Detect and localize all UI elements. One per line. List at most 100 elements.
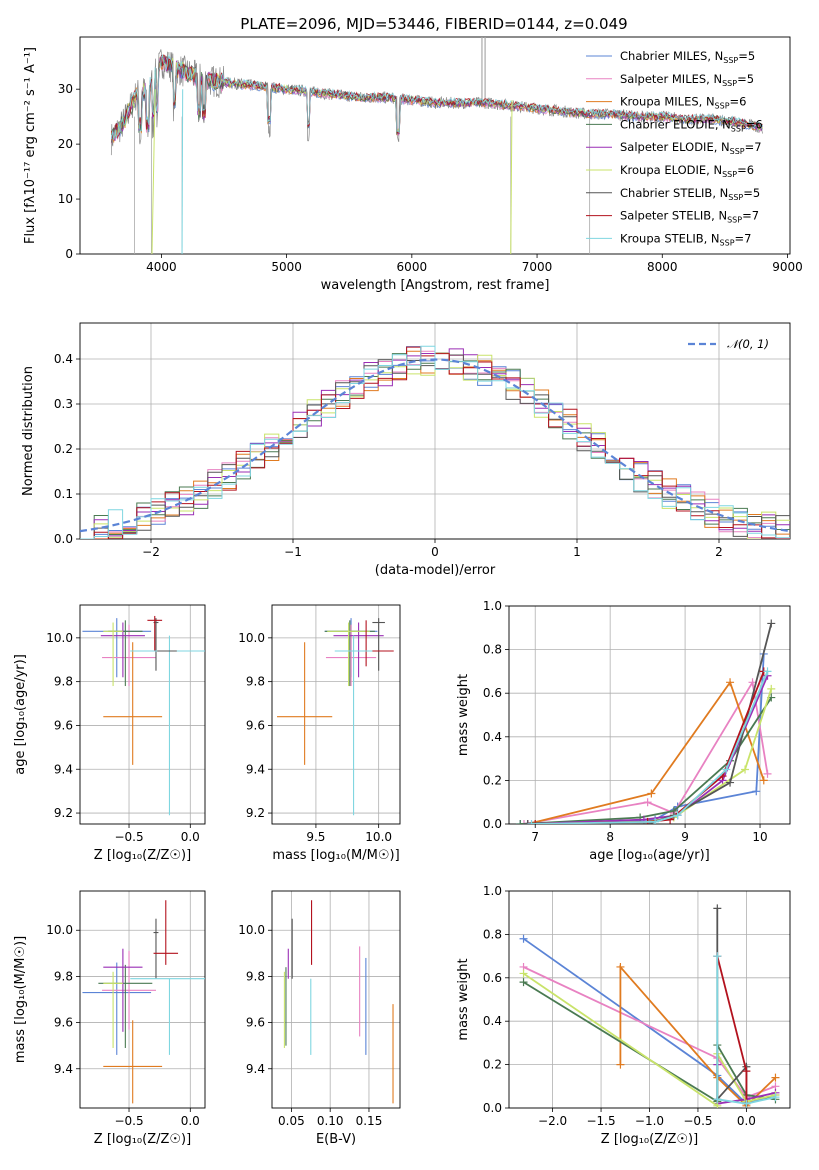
legend-label: Kroupa STELIB, NSSP=7 [620, 231, 751, 247]
axes-frame [79, 890, 206, 1109]
y-tick-label: 0.0 [483, 1101, 502, 1115]
legend-model-name: Chabrier ELODIE, N [620, 117, 731, 131]
mass-weight-marker [647, 789, 656, 798]
age-vs-mass-axes: 9.5 10.0 9.2 9.4 9.6 9.8 10.0 mass [log₁₀(M/M☉)… [238, 604, 401, 863]
x-tick-label: −0.5 [114, 830, 143, 844]
mass-weight-marker [767, 684, 776, 693]
y-tick-label: 9.8 [246, 675, 265, 689]
legend-count: =7 [745, 140, 762, 154]
y-tick-label: 9.6 [246, 1016, 265, 1030]
x-tick-label: 7000 [522, 260, 553, 274]
mass-weight-marker [741, 765, 750, 774]
x-axis-label: Z [log₁₀(Z/Z☉)] [94, 1132, 191, 1147]
mass-weight-marker [713, 952, 722, 961]
mass-weight-line [531, 671, 769, 824]
mass-vs-Z-errorbars [82, 900, 205, 1104]
mass-weight-marker [713, 1095, 722, 1104]
y-tick-label: 30 [58, 82, 73, 96]
legend-label: Salpeter STELIB, NSSP=7 [620, 209, 759, 225]
axes-frame [79, 322, 791, 540]
massweight-vs-Z-axes: −2.0 −1.5 −1.0 −0.5 0.0 0.0 0.2 0.4 0.6 0.8 1.0 Z [… [456, 884, 791, 1147]
x-tick-label: 0.0 [737, 1114, 756, 1128]
spectrum-lines [110, 37, 763, 254]
mass-weight-marker [531, 820, 540, 824]
mass-weight-marker [763, 667, 772, 676]
y-tick-label: 9.4 [246, 762, 265, 776]
x-axis-label: mass [log₁₀(M/M☉)] [272, 848, 399, 863]
legend-count: =6 [737, 163, 754, 177]
y-tick-label: 0.6 [483, 686, 502, 700]
mass-weight-line [535, 671, 765, 824]
x-tick-label: −2.0 [538, 1114, 567, 1128]
legend-label: Kroupa ELODIE, NSSP=6 [620, 163, 754, 179]
y-axis-label: mass [log₁₀(M/M☉)] [13, 936, 28, 1063]
y-tick-label: 0.2 [483, 773, 502, 787]
legend-count: =7 [735, 231, 752, 245]
ebv-errorbars [283, 900, 394, 1104]
legend-model-name: Salpeter MILES, N [620, 72, 722, 86]
y-tick-label: 1.0 [483, 599, 502, 613]
x-tick-label: 8 [606, 830, 614, 844]
mass-weight-marker [752, 787, 761, 796]
mass-weight-marker [771, 1073, 780, 1082]
mass-weight-marker [527, 820, 536, 824]
mass-weight-marker [767, 619, 776, 628]
y-tick-label: 0.2 [483, 1058, 502, 1072]
mass-weight-marker [742, 1099, 751, 1108]
residual-histogram [80, 345, 790, 539]
mass-weight-marker [651, 817, 660, 824]
y-tick-label: 0.2 [54, 442, 73, 456]
y-tick-label: 0.8 [483, 927, 502, 941]
y-tick-label: 9.6 [246, 718, 265, 732]
y-tick-label: 0.4 [483, 730, 502, 744]
axes-frame [271, 890, 401, 1109]
legend-count: =7 [742, 209, 759, 223]
y-tick-label: 10.0 [238, 923, 265, 937]
mass-weight-marker [519, 978, 528, 987]
x-tick-label: −2 [142, 545, 160, 559]
x-tick-label: 10 [752, 830, 767, 844]
y-axis-label: Normed distribution [21, 366, 36, 496]
mass-weight-marker [771, 1093, 780, 1102]
x-axis-label: wavelength [Angstrom, rest frame] [321, 278, 550, 293]
y-tick-label: 9.8 [246, 969, 265, 983]
mass-weight-marker [519, 934, 528, 943]
y-tick-label: 9.8 [54, 969, 73, 983]
x-tick-label: 0.05 [278, 1114, 305, 1128]
y-tick-label: 9.2 [54, 806, 73, 820]
x-axis-label: E(B-V) [316, 1132, 356, 1147]
y-tick-label: 9.2 [246, 806, 265, 820]
mass-weight-marker [722, 765, 731, 774]
legend-count: =5 [743, 186, 760, 200]
mass-weight-marker [759, 776, 768, 785]
y-tick-label: 9.6 [54, 718, 73, 732]
legend-model-name: Chabrier MILES, N [620, 49, 723, 63]
mass-weight-line [520, 653, 765, 824]
x-tick-label: 0.0 [181, 830, 200, 844]
age-vs-Z-axes: −0.5 0.0 9.2 9.4 9.6 9.8 10.0 Z [log₁₀(Z/Z☉)] ag… [13, 604, 206, 863]
ebv-axes: 0.05 0.10 0.15 9.4 9.6 9.8 10.0 E(B-V) [238, 890, 401, 1147]
y-tick-label: 9.4 [54, 762, 73, 776]
model-spectrum-line [110, 54, 763, 141]
legend-label: Kroupa MILES, NSSP=6 [620, 95, 746, 111]
model-spike [151, 89, 156, 254]
figure-title: PLATE=2096, MJD=53446, FIBERID=0144, z=0… [240, 15, 627, 33]
histogram-steps [80, 345, 790, 539]
mass-weight-line [716, 956, 776, 1105]
massweight-vs-age-lines [516, 619, 776, 824]
massweight-vs-Z-lines [519, 904, 780, 1108]
x-axis-label: (data-model)/error [375, 563, 496, 578]
legend-count: =5 [738, 49, 755, 63]
y-tick-label: 10.0 [238, 631, 265, 645]
y-tick-label: 0.4 [483, 1014, 502, 1028]
x-tick-label: 1 [573, 545, 581, 559]
legend-subscript: SSP [727, 216, 742, 225]
legend-model-name: Kroupa ELODIE, N [620, 163, 722, 177]
y-axis-label: age [log₁₀(age/yr)] [13, 654, 28, 775]
axes-frame [79, 36, 791, 255]
legend-count: =6 [746, 117, 763, 131]
legend-subscript: SSP [715, 102, 730, 111]
y-tick-label: 9.8 [54, 675, 73, 689]
mass-weight-marker [742, 1067, 751, 1076]
legend-count: =6 [730, 95, 747, 109]
